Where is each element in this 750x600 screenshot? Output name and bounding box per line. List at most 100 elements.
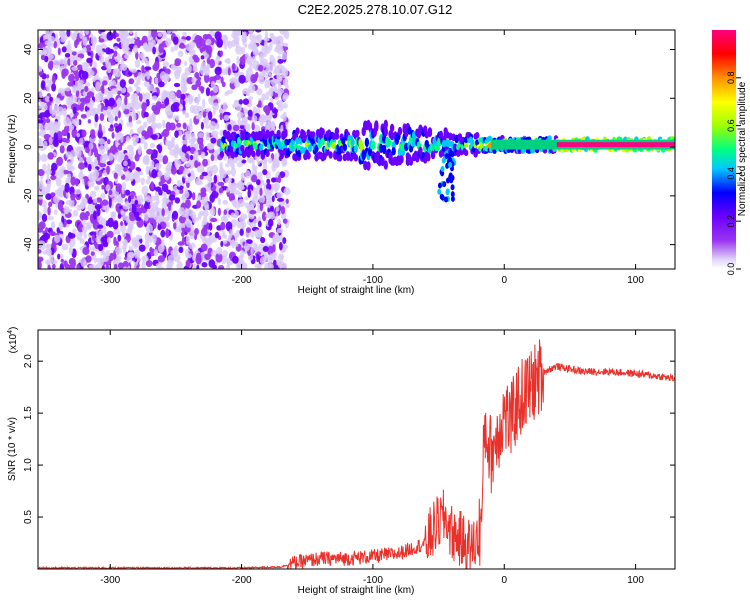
noise-speckle [68, 246, 74, 255]
signal-cell [363, 160, 368, 171]
noise-speckle [72, 106, 77, 115]
dip-cell [445, 177, 450, 184]
noise-speckle [174, 159, 182, 169]
noise-speckle [136, 78, 141, 86]
noise-speckle [115, 125, 120, 133]
noise-speckle [259, 201, 264, 212]
noise-speckle [72, 209, 79, 217]
noise-speckle [212, 110, 217, 115]
noise-speckle [154, 162, 162, 170]
noise-speckle [48, 53, 54, 60]
noise-speckle [50, 175, 57, 181]
noise-speckle [145, 259, 153, 268]
noise-speckle [185, 43, 193, 52]
noise-speckle [110, 60, 116, 66]
noise-speckle [127, 102, 135, 112]
noise-speckle [140, 204, 144, 212]
noise-speckle [235, 229, 240, 238]
noise-speckle [219, 112, 223, 121]
noise-speckle [120, 221, 124, 227]
noise-speckle [97, 49, 105, 57]
noise-speckle [210, 137, 217, 144]
noise-speckle [60, 253, 64, 260]
noise-speckle [199, 210, 205, 216]
noise-speckle [106, 31, 114, 41]
noise-speckle [244, 43, 248, 48]
noise-speckle [258, 76, 265, 85]
noise-speckle [175, 114, 180, 121]
noise-speckle [123, 266, 127, 269]
signal-cell [276, 129, 281, 137]
noise-speckle [118, 262, 124, 269]
noise-speckle [109, 145, 117, 155]
noise-speckle [124, 189, 131, 196]
noise-speckle [206, 181, 212, 189]
noise-speckle [242, 37, 247, 42]
dip-cell [440, 194, 445, 201]
noise-speckle [134, 31, 138, 40]
snr-x-label: Height of straight line (km) [298, 585, 415, 596]
noise-speckle [158, 181, 164, 187]
noise-speckle [98, 144, 106, 154]
noise-speckle [156, 72, 160, 79]
noise-speckle [184, 186, 188, 195]
noise-speckle [95, 81, 101, 92]
noise-speckle [83, 157, 87, 162]
noise-speckle [285, 203, 290, 209]
noise-speckle [73, 85, 79, 92]
noise-speckle [187, 94, 194, 103]
noise-speckle [167, 106, 172, 111]
noise-speckle [177, 50, 184, 58]
noise-speckle [129, 30, 133, 35]
noise-speckle [133, 211, 140, 218]
noise-speckle [85, 147, 90, 154]
noise-speckle [143, 213, 149, 222]
noise-speckle [132, 113, 137, 121]
noise-speckle [242, 88, 250, 95]
noise-speckle [150, 160, 155, 168]
snr-y-axis: 0.5 1.0 1.5 2.0 [23, 354, 675, 524]
noise-speckle [129, 121, 133, 128]
noise-speckle [195, 180, 203, 186]
noise-speckle [77, 79, 84, 85]
signal-cell [370, 140, 376, 150]
noise-speckle [226, 264, 231, 269]
noise-speckle [155, 216, 161, 224]
noise-speckle [275, 36, 281, 46]
noise-speckle [260, 237, 266, 244]
signal-cell [259, 143, 264, 151]
signal-cell [426, 153, 431, 162]
noise-speckle [176, 261, 183, 269]
noise-speckle [90, 129, 96, 136]
noise-speckle [158, 189, 163, 196]
noise-speckle [98, 138, 105, 145]
noise-speckle [47, 215, 54, 221]
noise-speckle [218, 187, 224, 194]
noise-speckle [192, 54, 199, 61]
noise-speckle [54, 234, 61, 244]
noise-speckle [108, 73, 112, 81]
noise-speckle [173, 44, 178, 51]
noise-speckle [171, 137, 176, 142]
signal-cell [391, 147, 396, 156]
noise-speckle [184, 199, 191, 209]
noise-speckle [190, 224, 194, 232]
signal-cell [475, 132, 480, 139]
noise-speckle [251, 122, 255, 131]
noise-speckle [97, 129, 103, 139]
signal-cell [397, 126, 403, 136]
noise-speckle [174, 143, 180, 154]
noise-speckle [200, 151, 206, 159]
noise-speckle [189, 118, 193, 127]
noise-speckle [245, 239, 253, 245]
noise-speckle [169, 93, 174, 102]
noise-speckle [93, 158, 98, 167]
noise-speckle [106, 236, 112, 244]
noise-speckle [131, 204, 138, 214]
dip-cell [444, 153, 449, 160]
signal-cell [389, 123, 395, 133]
noise-speckle [196, 264, 200, 269]
noise-speckle [200, 243, 208, 252]
snr-frame [37, 329, 676, 570]
noise-speckle [203, 73, 210, 83]
